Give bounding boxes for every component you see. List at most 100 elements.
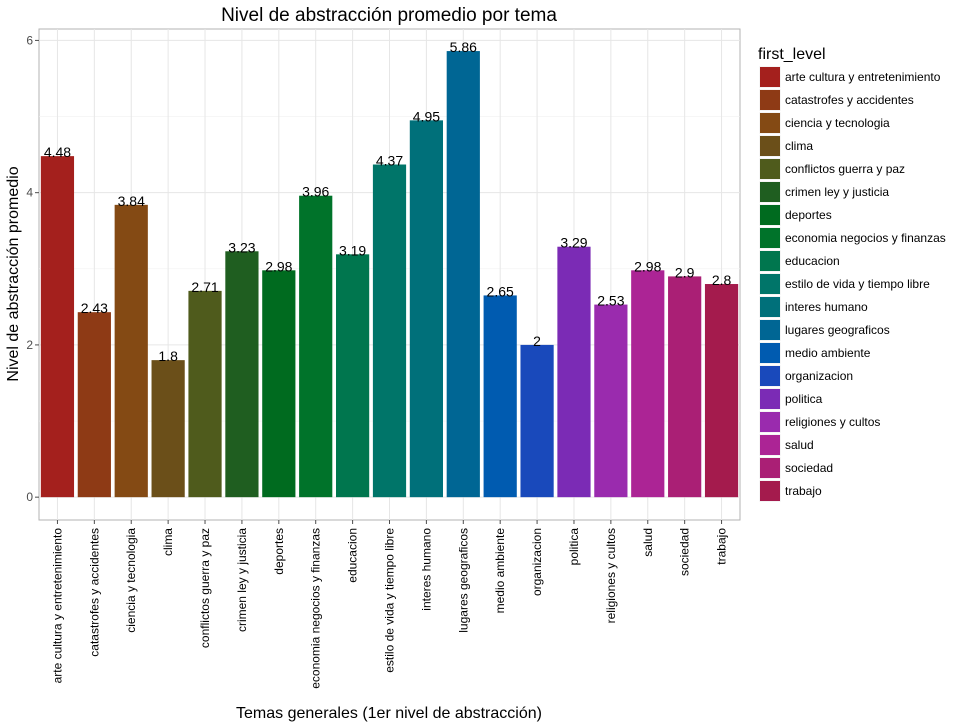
category-label: politica: [567, 528, 581, 566]
category-label: trabajo: [715, 528, 729, 565]
legend-label: trabajo: [785, 484, 822, 498]
x-axis-title: Temas generales (1er nivel de abstracció…: [236, 705, 542, 722]
legend-label: medio ambiente: [785, 346, 871, 360]
bar: [188, 290, 222, 498]
data-label: 2.71: [191, 279, 218, 295]
data-label: 3.23: [228, 239, 255, 255]
legend-swatch: [760, 343, 780, 363]
legend-swatch: [760, 274, 780, 294]
data-label: 2.8: [712, 272, 732, 288]
legend-swatch: [760, 159, 780, 179]
legend-label: organizacion: [785, 369, 853, 383]
value-labels: 4.48 2.43 3.84 1.8 2.71 3.23 2.98 3.96 3.19 4.37 4…: [44, 39, 732, 364]
legend-swatch: [760, 136, 780, 156]
bar: [594, 304, 628, 498]
data-label: 2.9: [675, 264, 695, 280]
data-label: 2.43: [81, 300, 108, 316]
legend-swatch: [760, 320, 780, 340]
data-label: 5.86: [450, 39, 477, 55]
bar: [409, 120, 443, 498]
legend-label: religiones y cultos: [785, 415, 880, 429]
bars: [40, 51, 739, 498]
data-label: 2.65: [487, 283, 514, 299]
legend-label: conflictos guerra y paz: [785, 162, 905, 176]
legend-swatch: [760, 481, 780, 501]
y-axis: 0 2 4 6: [26, 33, 39, 504]
data-label: 4.37: [376, 153, 403, 169]
legend-swatch: [760, 389, 780, 409]
bar: [77, 312, 111, 498]
category-label: salud: [641, 528, 655, 557]
data-label: 4.95: [413, 108, 440, 124]
data-label: 2.98: [265, 258, 292, 274]
legend-swatch: [760, 90, 780, 110]
legend-label: catastrofes y accidentes: [785, 93, 914, 107]
bar: [372, 164, 407, 498]
bar: [631, 270, 665, 498]
category-label: educacion: [346, 528, 360, 583]
data-label: 3.84: [118, 193, 145, 209]
legend-swatch: [760, 228, 780, 248]
data-label: 3.19: [339, 242, 366, 258]
category-label: interes humano: [419, 528, 433, 611]
legend-label: deportes: [785, 208, 832, 222]
legend-label: ciencia y tecnologia: [785, 116, 890, 130]
category-label: economia negocios y finanzas: [309, 528, 323, 689]
legend-label: economia negocios y finanzas: [785, 231, 946, 245]
data-label: 1.8: [158, 348, 178, 364]
legend-swatch: [760, 458, 780, 478]
legend-label: crimen ley y justicia: [785, 185, 889, 199]
bar: [225, 251, 259, 498]
category-label: lugares geograficos: [456, 528, 470, 633]
category-label: ciencia y tecnologia: [124, 528, 138, 633]
y-axis-title: Nivel de abstracción promedio: [5, 166, 22, 381]
y-tick-label: 2: [26, 338, 33, 352]
bar: [336, 254, 370, 498]
legend-label: interes humano: [785, 300, 868, 314]
category-label: religiones y cultos: [604, 528, 618, 623]
bar: [668, 276, 702, 498]
chart-title: Nivel de abstracción promedio por tema: [221, 5, 557, 26]
y-tick-label: 4: [26, 186, 33, 200]
legend-label: clima: [785, 139, 813, 153]
category-label: medio ambiente: [493, 528, 507, 614]
category-label: arte cultura y entretenimiento: [50, 528, 64, 684]
legend-label: politica: [785, 392, 823, 406]
legend-swatch: [760, 205, 780, 225]
category-label: clima: [161, 528, 175, 556]
legend-swatch: [760, 113, 780, 133]
legend-swatch: [760, 67, 780, 87]
bar: [520, 344, 554, 498]
legend-label: estilo de vida y tiempo libre: [785, 277, 930, 291]
bar: [483, 295, 517, 498]
bar: [557, 246, 591, 498]
data-label: 4.48: [44, 144, 71, 160]
bar: [114, 204, 148, 498]
category-label: estilo de vida y tiempo libre: [383, 528, 397, 673]
x-axis: arte cultura y entretenimiento catastrofe…: [50, 520, 729, 689]
category-label: sociedad: [678, 528, 692, 576]
legend-items: arte cultura y entretenimiento catastrofe…: [758, 65, 946, 503]
legend-swatch: [760, 251, 780, 271]
legend-swatch: [760, 412, 780, 432]
legend-title: first_level: [758, 46, 826, 63]
bar: [299, 195, 333, 498]
legend-swatch: [760, 366, 780, 386]
data-label: 2.53: [597, 293, 624, 309]
bar: [704, 284, 739, 498]
category-label: catastrofes y accidentes: [87, 528, 101, 657]
legend-label: sociedad: [785, 461, 833, 475]
bar: [446, 51, 480, 498]
legend-label: salud: [785, 438, 814, 452]
y-tick-label: 6: [26, 33, 33, 47]
y-tick-label: 0: [26, 490, 33, 504]
data-label: 2: [533, 333, 541, 349]
legend-label: arte cultura y entretenimiento: [785, 70, 941, 84]
data-label: 3.29: [560, 235, 587, 251]
data-label: 2.98: [634, 258, 661, 274]
bar: [40, 156, 75, 498]
legend-swatch: [760, 182, 780, 202]
category-label: deportes: [272, 528, 286, 575]
bar: [151, 360, 185, 498]
category-label: conflictos guerra y paz: [198, 528, 212, 648]
